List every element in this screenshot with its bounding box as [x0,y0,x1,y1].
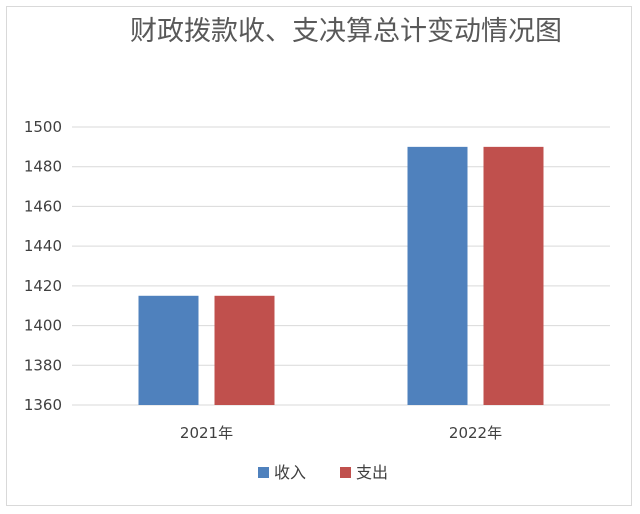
legend-swatch [258,467,269,478]
bar-收入-2021年 [138,295,199,405]
legend-label: 支出 [356,463,388,482]
y-tick-label: 1460 [24,197,62,215]
legend-swatch [340,467,351,478]
legend-label: 收入 [274,463,306,482]
bar-支出-2022年 [483,146,544,405]
y-tick-label: 1500 [24,118,62,136]
x-category-label: 2021年 [180,424,233,442]
y-tick-label: 1380 [24,356,62,374]
y-tick-label: 1400 [24,317,62,335]
y-tick-label: 1360 [24,396,62,414]
chart-title: 财政拨款收、支决算总计变动情况图 [130,16,562,47]
y-tick-label: 1440 [24,237,62,255]
bar-支出-2021年 [214,295,275,405]
x-category-label: 2022年 [449,424,502,442]
bar-收入-2022年 [407,146,468,405]
y-tick-label: 1480 [24,158,62,176]
y-tick-label: 1420 [24,277,62,295]
